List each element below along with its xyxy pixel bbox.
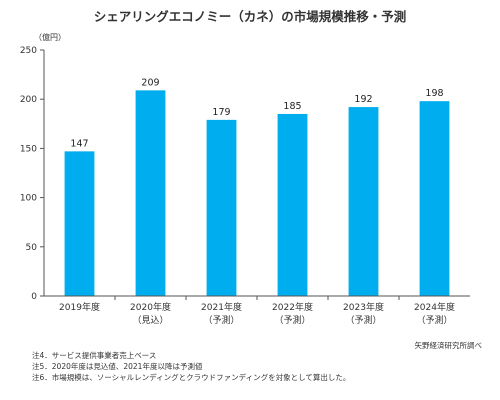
x-tick-label: 2021年度 xyxy=(201,301,242,313)
data-label: 147 xyxy=(70,138,88,149)
chart-title: シェアリングエコノミー（カネ）の市場規模推移・予測 xyxy=(93,9,407,24)
x-tick-label: 2024年度 xyxy=(414,301,455,313)
x-tick-label: 2019年度 xyxy=(59,301,100,313)
data-label: 192 xyxy=(354,94,372,105)
y-tick-label: 200 xyxy=(20,95,37,105)
bars: 147 209 179 185 192 198 xyxy=(64,77,450,297)
bar xyxy=(135,90,166,297)
bar xyxy=(277,113,308,297)
x-tick-sublabel: （予測） xyxy=(345,314,381,326)
x-tick-sublabel: （予測） xyxy=(416,314,452,326)
x-tick-sublabel: （予測） xyxy=(203,314,239,326)
x-axis-labels: 2019年度 2020年度（見込）2021年度（予測）2022年度（予測）2023… xyxy=(59,296,455,326)
y-tick-label: 100 xyxy=(20,194,37,204)
data-label: 209 xyxy=(141,77,159,88)
footnote: 注4．サービス提供事業者売上ベース xyxy=(32,351,157,360)
y-axis-unit: （億円） xyxy=(34,32,66,42)
data-label: 179 xyxy=(212,107,230,118)
source-note: 矢野経済研究所調べ xyxy=(414,341,483,350)
bar xyxy=(206,119,237,296)
y-tick-label: 0 xyxy=(31,292,37,302)
data-label: 185 xyxy=(283,101,301,112)
bar xyxy=(419,101,450,296)
x-tick-label: 2020年度 xyxy=(130,301,171,313)
y-tick-label: 150 xyxy=(20,144,37,154)
footnote: 注6．市場規模は、ソーシャルレンディングとクラウドファンディングを対象として算出… xyxy=(32,373,351,382)
x-tick-label: 2023年度 xyxy=(343,301,384,313)
data-label: 198 xyxy=(425,88,443,99)
y-tick-label: 250 xyxy=(20,46,37,56)
y-tick-label: 50 xyxy=(26,243,38,253)
bar xyxy=(348,107,379,297)
bar xyxy=(64,151,95,296)
footnote: 注5．2020年度は見込値、2021年度以降は予測値 xyxy=(32,362,203,371)
x-tick-sublabel: （予測） xyxy=(274,314,310,326)
x-tick-sublabel: （見込） xyxy=(132,315,168,326)
y-axis-ticks: 0 50 100 150 200 250 xyxy=(20,46,44,302)
footnotes: 注4．サービス提供事業者売上ベース 注5．2020年度は見込値、2021年度以降… xyxy=(32,350,492,383)
x-tick-label: 2022年度 xyxy=(272,301,313,313)
